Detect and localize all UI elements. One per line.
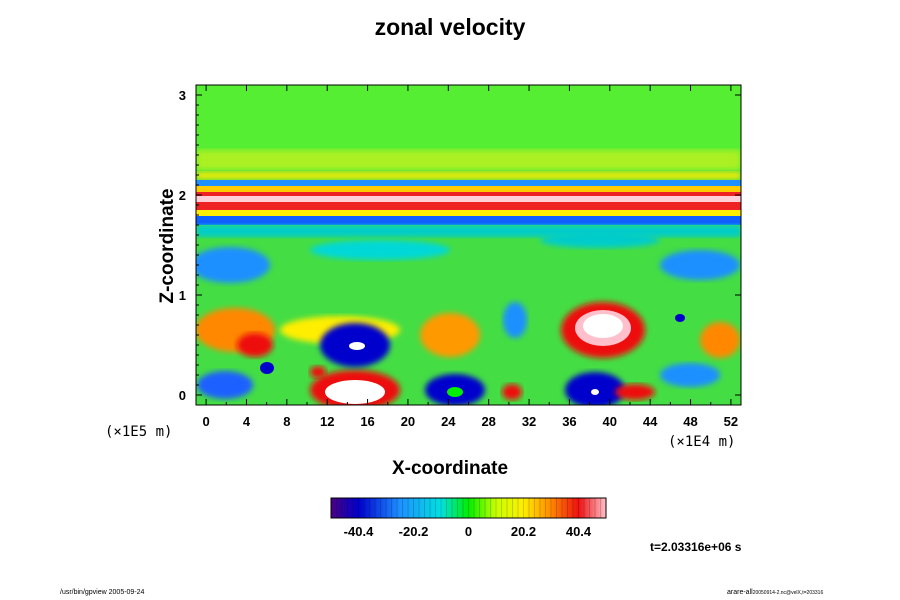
x-tick-label: 16 bbox=[360, 414, 374, 429]
colorbar-tick-label: 20.2 bbox=[511, 524, 536, 539]
colorbar-level-lines bbox=[336, 498, 601, 518]
footer-right-small: 20050914-2.nc@velX,t=203316 bbox=[752, 590, 824, 596]
chart-title: zonal velocity bbox=[374, 14, 526, 40]
colorbar-tick-label: -20.2 bbox=[399, 524, 429, 539]
x-tick-label: 28 bbox=[481, 414, 495, 429]
x-tick-label: 4 bbox=[243, 414, 251, 429]
colorbar-tick-labels: -40.4 -20.2 0 20.2 40.4 bbox=[344, 524, 592, 539]
y-axis-unit: (×1E5 m) bbox=[105, 424, 173, 440]
x-tick-label: 36 bbox=[562, 414, 576, 429]
time-annotation: t=2.03316e+06 s bbox=[650, 540, 742, 554]
x-tick-label: 8 bbox=[283, 414, 290, 429]
y-tick-label: 3 bbox=[179, 88, 186, 103]
y-tick-label: 1 bbox=[179, 288, 186, 303]
tick-marks bbox=[196, 85, 741, 405]
x-tick-label: 44 bbox=[643, 414, 658, 429]
x-tick-label: 20 bbox=[401, 414, 415, 429]
footer-left-text: /usr/bin/gpview 2005-09-24 bbox=[60, 589, 145, 596]
colorbar-tick-label: -40.4 bbox=[344, 524, 374, 539]
colorbar-frame bbox=[330, 497, 607, 519]
footer-right-text: arare-all20050914-2.nc@velX,t=203316 bbox=[727, 589, 823, 596]
x-tick-label: 40 bbox=[603, 414, 617, 429]
x-tick-label: 0 bbox=[202, 414, 209, 429]
x-tick-label: 48 bbox=[683, 414, 697, 429]
x-tick-label: 12 bbox=[320, 414, 334, 429]
colorbar-tick-label: 0 bbox=[465, 524, 472, 539]
y-tick-label: 0 bbox=[179, 388, 186, 403]
colorbar-tick-label: 40.4 bbox=[566, 524, 592, 539]
x-axis-unit: (×1E4 m) bbox=[668, 434, 736, 450]
y-tick-label: 2 bbox=[179, 188, 186, 203]
heatmap-field bbox=[196, 85, 741, 405]
y-axis-label: Z-coordinate bbox=[157, 188, 178, 304]
colorbar bbox=[331, 498, 606, 518]
x-tick-label: 52 bbox=[724, 414, 738, 429]
footer-right-main: arare-all bbox=[727, 589, 753, 596]
x-tick-label: 32 bbox=[522, 414, 536, 429]
x-axis-label: X-coordinate bbox=[391, 458, 509, 479]
x-tick-label: 24 bbox=[441, 414, 456, 429]
